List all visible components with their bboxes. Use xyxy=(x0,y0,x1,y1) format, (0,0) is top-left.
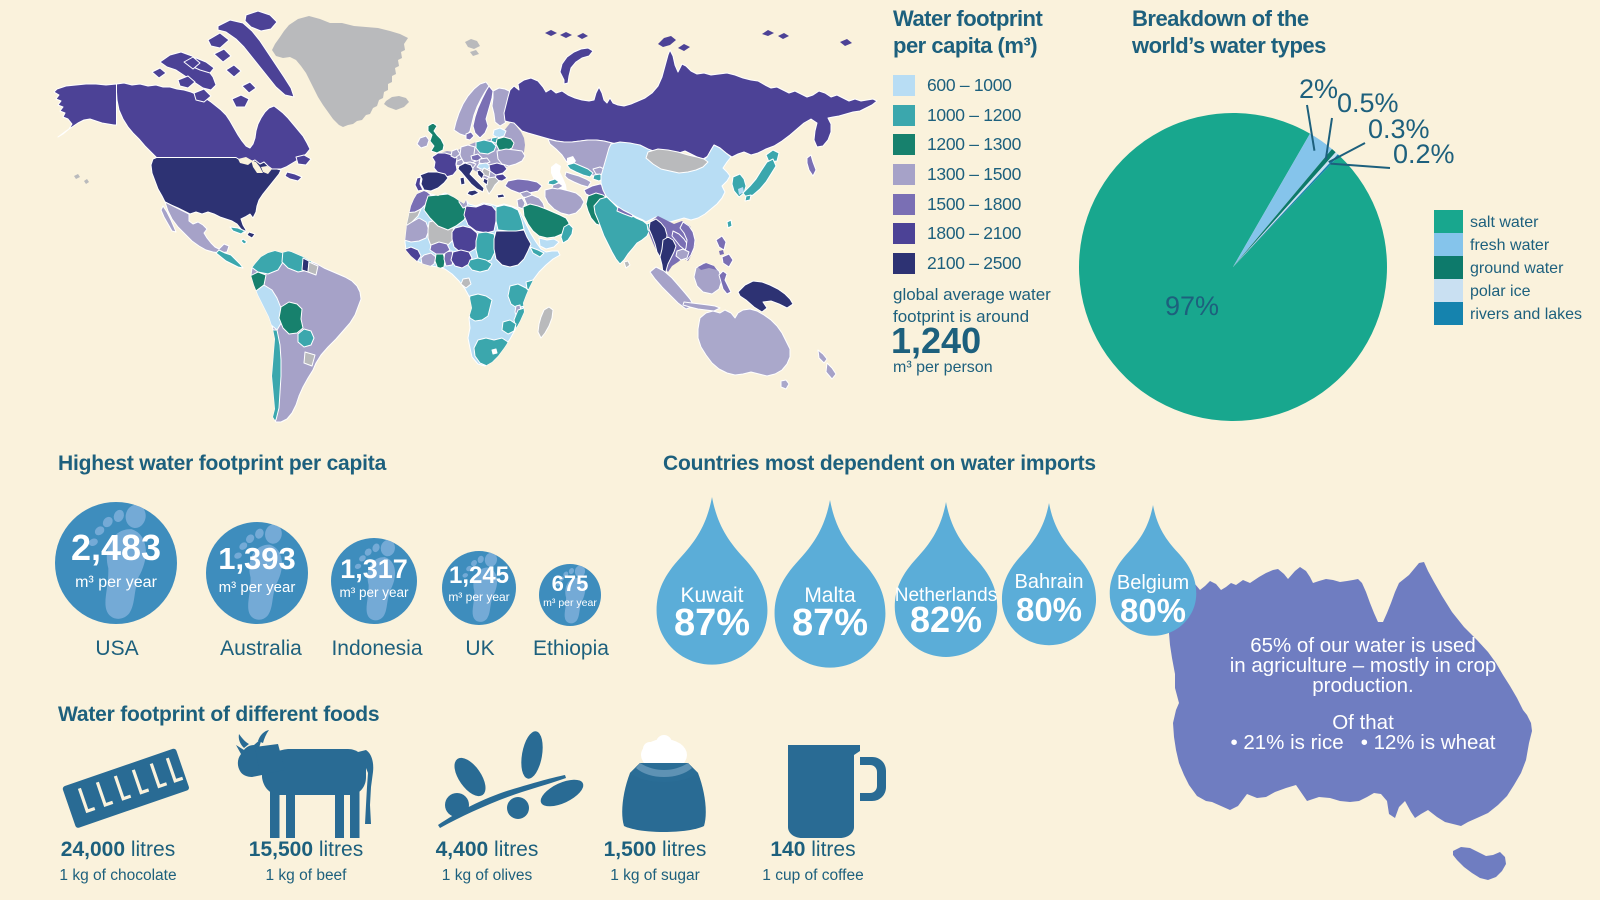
svg-text:Belgium: Belgium xyxy=(1117,572,1189,594)
svg-text:m³ per year: m³ per year xyxy=(219,579,296,596)
svg-text:0.2%: 0.2% xyxy=(1393,139,1455,169)
svg-text:Bahrain: Bahrain xyxy=(1015,571,1084,593)
svg-text:Kuwait: Kuwait xyxy=(680,584,743,607)
svg-text:Of that: Of that xyxy=(1332,711,1394,734)
svg-text:m³ per year: m³ per year xyxy=(543,597,597,609)
svg-text:polar ice: polar ice xyxy=(1470,283,1531,300)
svg-text:1,245: 1,245 xyxy=(449,562,509,589)
svg-text:m³ per year: m³ per year xyxy=(448,590,509,604)
svg-text:82%: 82% xyxy=(910,599,982,640)
svg-text:m³ per year: m³ per year xyxy=(75,574,157,591)
svg-text:2%: 2% xyxy=(1299,74,1338,104)
svg-text:Netherlands: Netherlands xyxy=(895,585,997,606)
svg-text:97%: 97% xyxy=(1165,291,1219,321)
svg-text:rivers and lakes: rivers and lakes xyxy=(1470,306,1582,323)
svg-text:80%: 80% xyxy=(1016,591,1082,628)
svg-text:0.5%: 0.5% xyxy=(1337,88,1399,118)
svg-text:m³ per year: m³ per year xyxy=(339,585,409,600)
svg-text:675: 675 xyxy=(552,571,589,596)
svg-text:• 21% is rice • 12% is wheat: • 21% is rice • 12% is wheat xyxy=(1230,731,1495,754)
svg-text:1,393: 1,393 xyxy=(218,541,296,576)
svg-text:2,483: 2,483 xyxy=(71,527,161,568)
svg-text:0.3%: 0.3% xyxy=(1368,114,1430,144)
svg-text:salt water: salt water xyxy=(1470,214,1539,231)
svg-text:production.: production. xyxy=(1312,674,1413,697)
svg-text:65% of our water is used: 65% of our water is used xyxy=(1250,634,1476,657)
svg-text:ground water: ground water xyxy=(1470,260,1564,277)
svg-text:87%: 87% xyxy=(674,602,750,644)
svg-text:1,317: 1,317 xyxy=(340,554,408,584)
svg-text:fresh water: fresh water xyxy=(1470,237,1550,254)
svg-text:Malta: Malta xyxy=(804,584,856,607)
svg-text:87%: 87% xyxy=(792,602,868,644)
svg-text:in agriculture – mostly in cro: in agriculture – mostly in crop xyxy=(1230,654,1497,677)
svg-text:80%: 80% xyxy=(1120,592,1186,629)
